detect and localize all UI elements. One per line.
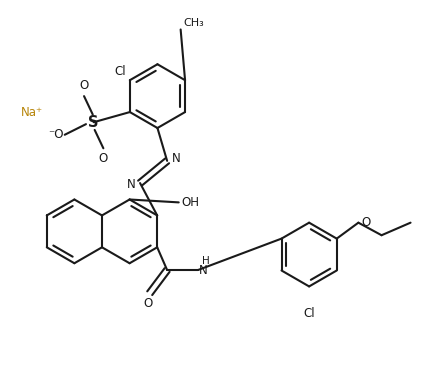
Text: OH: OH [181, 196, 200, 209]
Text: ⁻O: ⁻O [48, 128, 64, 141]
Text: N: N [172, 152, 181, 165]
Text: Cl: Cl [114, 65, 126, 78]
Text: N: N [199, 263, 208, 276]
Text: O: O [79, 79, 89, 92]
Text: Na⁺: Na⁺ [21, 106, 43, 119]
Text: O: O [99, 152, 108, 165]
Text: N: N [127, 178, 135, 192]
Text: O: O [361, 216, 371, 229]
Text: Cl: Cl [303, 307, 315, 320]
Text: CH₃: CH₃ [184, 17, 204, 27]
Text: H: H [202, 256, 210, 266]
Text: S: S [89, 115, 99, 130]
Text: O: O [143, 297, 153, 310]
